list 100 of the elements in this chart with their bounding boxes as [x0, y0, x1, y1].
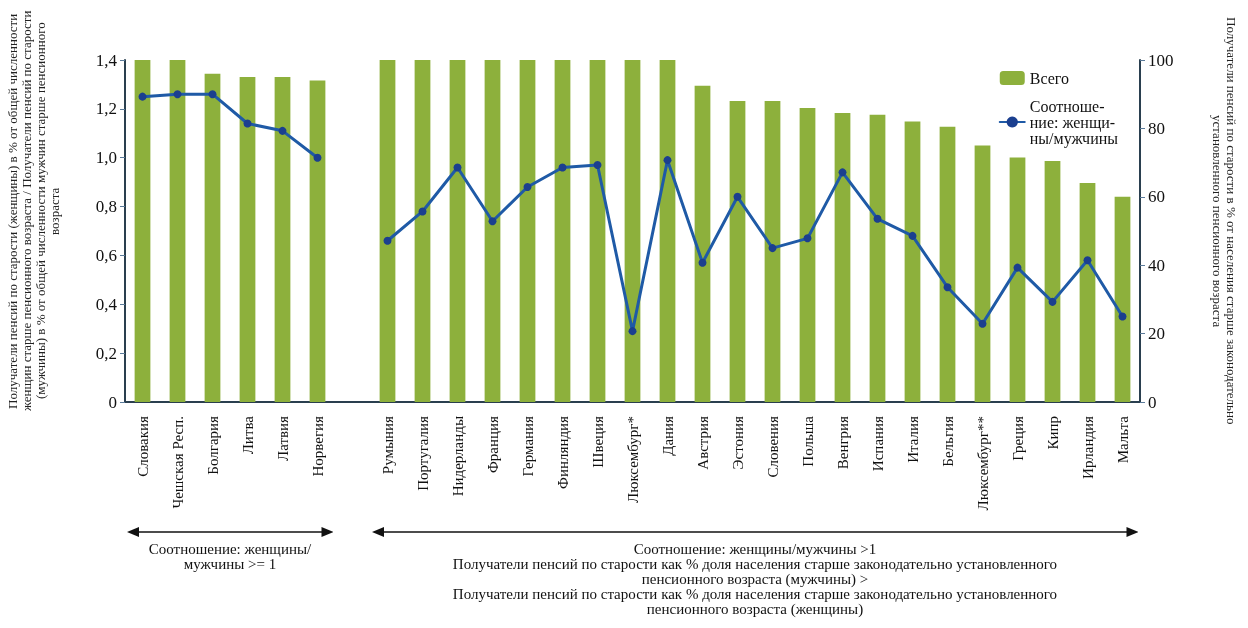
bar	[939, 126, 956, 402]
x-tick-label: Словения	[764, 415, 781, 478]
point	[873, 214, 882, 223]
x-tick-label: Латвия	[274, 415, 291, 462]
point	[173, 90, 182, 99]
point	[138, 92, 147, 101]
y2-tick-label: 60	[1148, 187, 1165, 207]
y-tick-label: 0,8	[95, 197, 117, 217]
x-tick-label: Греция	[1009, 415, 1026, 461]
x-tick-label: Германия	[519, 415, 536, 477]
point	[908, 231, 917, 240]
y-tick-label: 1,0	[95, 148, 117, 168]
legend-label: Соотноше- ние: женщи- ны/мужчины	[1029, 97, 1119, 148]
text: Получатели пенсий по старости как % доля населения старше законодательно установленного пенсионного возраста (женщины)	[451, 586, 1059, 617]
y-tick-label: 0,2	[95, 343, 117, 363]
bar	[799, 107, 816, 402]
bar	[1114, 196, 1131, 402]
point	[243, 119, 252, 128]
bar	[309, 80, 326, 402]
legend-label: Всего	[1029, 69, 1069, 87]
bar	[624, 60, 641, 402]
point	[1013, 263, 1022, 272]
y2-tick-label: 100	[1148, 50, 1174, 70]
bar	[694, 85, 711, 402]
point	[978, 319, 987, 328]
point	[803, 234, 812, 243]
x-tick-label: Ирландия	[1079, 415, 1096, 479]
bar	[519, 60, 536, 402]
point	[628, 327, 637, 336]
y-tick-label: 0,6	[95, 245, 117, 265]
point	[278, 126, 287, 135]
point	[558, 163, 567, 172]
x-tick-label: Кипр	[1044, 416, 1061, 450]
x-tick-label: Португалия	[414, 415, 431, 491]
x-tick-label: Люксембург**	[974, 416, 991, 511]
bar	[169, 60, 186, 402]
x-tick-label: Чешская Респ.	[169, 416, 186, 509]
y2-tick-label: 0	[1148, 392, 1157, 412]
point	[593, 161, 602, 170]
x-tick-label: Испания	[869, 415, 886, 472]
point	[943, 283, 952, 292]
text: Соотношение: женщины/мужчины >1	[632, 541, 878, 557]
x-tick-label: Словакия	[134, 415, 151, 477]
bar	[764, 101, 781, 402]
point	[1118, 312, 1127, 321]
x-tick-label: Финляндия	[554, 415, 571, 489]
bar	[554, 60, 571, 402]
point	[663, 156, 672, 165]
bar	[1044, 160, 1061, 402]
bar	[204, 73, 221, 402]
point	[733, 192, 742, 201]
point	[383, 236, 392, 245]
x-tick-label: Норвегия	[309, 415, 326, 477]
y-tick-label: 1,2	[95, 99, 117, 119]
x-tick-label: Румыния	[379, 415, 396, 475]
x-tick-label: Бельгия	[939, 415, 956, 467]
y-axis-title: Получатели пенсий по старости (женщины) в % от общей численности женщин старше пенсионного возраста / Получатели пенсий по старости (мужчины) в % от общей численности мужчин старше пенсионного возраста	[5, 9, 62, 414]
point	[1083, 256, 1092, 265]
text: Соотношение: женщины/мужчины >= 1	[147, 541, 313, 572]
x-tick-label: Швеция	[589, 415, 606, 468]
y2-tick-label: 80	[1148, 118, 1165, 138]
point	[418, 207, 427, 216]
bar	[239, 77, 256, 402]
point	[488, 217, 497, 226]
point	[208, 90, 217, 99]
point	[768, 244, 777, 253]
y2-tick-label: 40	[1148, 255, 1165, 275]
bar	[659, 60, 676, 402]
text: Получатели пенсий по старости как % доля населения старше законодательно установленного пенсионного возраста (мужчины) >	[451, 556, 1059, 587]
point	[523, 183, 532, 192]
point	[313, 153, 322, 162]
bar	[589, 60, 606, 402]
x-tick-label: Италия	[904, 415, 921, 463]
bar	[1079, 183, 1096, 402]
bar	[274, 77, 291, 402]
bar	[1009, 157, 1026, 402]
bar	[904, 121, 921, 402]
bar	[449, 60, 466, 402]
x-tick-label: Дания	[659, 415, 676, 456]
bar	[834, 113, 851, 402]
x-tick-label: Эстония	[729, 415, 746, 470]
x-tick-label: Венгрия	[834, 415, 851, 470]
x-tick-label: Польша	[799, 415, 816, 467]
point	[838, 168, 847, 177]
bar	[729, 101, 746, 402]
x-tick-label: Франция	[484, 415, 501, 473]
y-tick-label: 0	[108, 392, 117, 412]
y2-tick-label: 20	[1148, 324, 1165, 344]
bar	[379, 60, 396, 402]
x-tick-label: Болгария	[204, 415, 221, 475]
point	[1048, 297, 1057, 306]
x-tick-label: Литва	[239, 415, 256, 455]
x-tick-label: Нидерланды	[449, 416, 466, 497]
y-tick-label: 0,4	[95, 294, 118, 314]
y2-axis-title: Получатели пенсий по старости в % от населения старше законодательно установленного пенсионного возраста	[1210, 16, 1239, 427]
x-tick-label: Люксембург*	[624, 416, 641, 503]
x-tick-label: Мальта	[1114, 415, 1131, 464]
x-tick-label: Австрия	[694, 415, 711, 470]
point	[698, 258, 707, 267]
y-tick-label: 1,4	[95, 50, 118, 70]
